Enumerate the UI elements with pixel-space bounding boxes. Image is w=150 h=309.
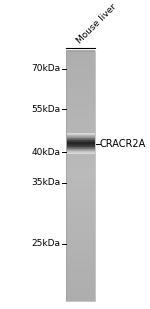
Text: Mouse liver: Mouse liver bbox=[75, 2, 118, 45]
Bar bbox=[66, 142, 95, 146]
Bar bbox=[67, 143, 94, 145]
Bar bbox=[67, 134, 94, 135]
Bar bbox=[67, 144, 94, 145]
Bar bbox=[66, 59, 95, 63]
Bar bbox=[66, 50, 95, 55]
Bar bbox=[67, 148, 94, 149]
Bar bbox=[67, 146, 94, 147]
Bar bbox=[66, 146, 95, 151]
Bar bbox=[66, 263, 95, 267]
Bar bbox=[66, 246, 95, 251]
Bar bbox=[67, 139, 94, 140]
Bar bbox=[66, 180, 95, 184]
Bar bbox=[67, 145, 94, 146]
Bar bbox=[66, 205, 95, 209]
Bar bbox=[67, 148, 94, 149]
Text: CRACR2A: CRACR2A bbox=[100, 139, 146, 149]
Text: 55kDa: 55kDa bbox=[32, 104, 61, 114]
Bar bbox=[66, 221, 95, 226]
Bar bbox=[66, 267, 95, 272]
Bar bbox=[67, 150, 94, 151]
Bar bbox=[66, 80, 95, 84]
Bar bbox=[67, 134, 94, 135]
Bar bbox=[66, 84, 95, 88]
Bar bbox=[67, 153, 94, 154]
Bar bbox=[66, 292, 95, 297]
Bar bbox=[66, 275, 95, 280]
Bar bbox=[66, 117, 95, 121]
Bar bbox=[66, 226, 95, 230]
Bar bbox=[66, 129, 95, 134]
Bar bbox=[66, 234, 95, 238]
Bar bbox=[67, 147, 94, 148]
Bar bbox=[66, 88, 95, 92]
Bar bbox=[67, 139, 94, 140]
Bar bbox=[66, 167, 95, 171]
Bar bbox=[66, 71, 95, 76]
Bar bbox=[67, 141, 94, 142]
Bar bbox=[66, 75, 95, 80]
Text: 40kDa: 40kDa bbox=[32, 148, 61, 157]
Bar bbox=[67, 152, 94, 153]
Bar bbox=[67, 149, 94, 150]
Bar bbox=[66, 154, 95, 159]
Bar bbox=[66, 271, 95, 276]
Bar bbox=[67, 150, 94, 151]
Bar bbox=[66, 259, 95, 263]
Bar bbox=[66, 255, 95, 259]
Bar bbox=[66, 188, 95, 193]
Bar bbox=[67, 142, 94, 143]
Bar bbox=[66, 230, 95, 234]
Bar bbox=[66, 217, 95, 222]
Bar bbox=[66, 125, 95, 130]
Bar bbox=[66, 238, 95, 242]
Text: 35kDa: 35kDa bbox=[32, 178, 61, 187]
Text: 25kDa: 25kDa bbox=[32, 239, 61, 248]
Bar bbox=[66, 109, 95, 113]
Bar bbox=[66, 55, 95, 59]
Bar bbox=[67, 138, 94, 139]
Bar bbox=[66, 184, 95, 188]
Text: 70kDa: 70kDa bbox=[32, 64, 61, 73]
Bar bbox=[66, 63, 95, 67]
Bar bbox=[66, 92, 95, 97]
Bar bbox=[67, 135, 94, 136]
Bar bbox=[66, 284, 95, 288]
Bar bbox=[66, 176, 95, 180]
Bar bbox=[66, 242, 95, 247]
Bar bbox=[66, 296, 95, 301]
Bar bbox=[66, 150, 95, 155]
Bar bbox=[66, 138, 95, 142]
Bar bbox=[66, 171, 95, 176]
Bar bbox=[67, 151, 94, 152]
Bar bbox=[66, 51, 95, 301]
Bar bbox=[66, 196, 95, 201]
Bar bbox=[67, 153, 94, 154]
Bar bbox=[66, 159, 95, 163]
Bar bbox=[66, 134, 95, 138]
Bar bbox=[66, 113, 95, 117]
Bar bbox=[66, 209, 95, 213]
Bar bbox=[66, 250, 95, 255]
Bar bbox=[66, 201, 95, 205]
Bar bbox=[67, 137, 94, 138]
Bar bbox=[66, 121, 95, 126]
Bar bbox=[66, 96, 95, 101]
Bar bbox=[67, 143, 94, 144]
Bar bbox=[67, 137, 94, 138]
Bar bbox=[66, 163, 95, 167]
Bar bbox=[66, 192, 95, 197]
Bar bbox=[66, 105, 95, 109]
Bar bbox=[66, 280, 95, 284]
Bar bbox=[67, 133, 94, 134]
Bar bbox=[67, 136, 94, 137]
Bar bbox=[66, 288, 95, 292]
Bar bbox=[66, 213, 95, 217]
Bar bbox=[67, 140, 94, 141]
Bar bbox=[66, 100, 95, 105]
Bar bbox=[66, 67, 95, 72]
